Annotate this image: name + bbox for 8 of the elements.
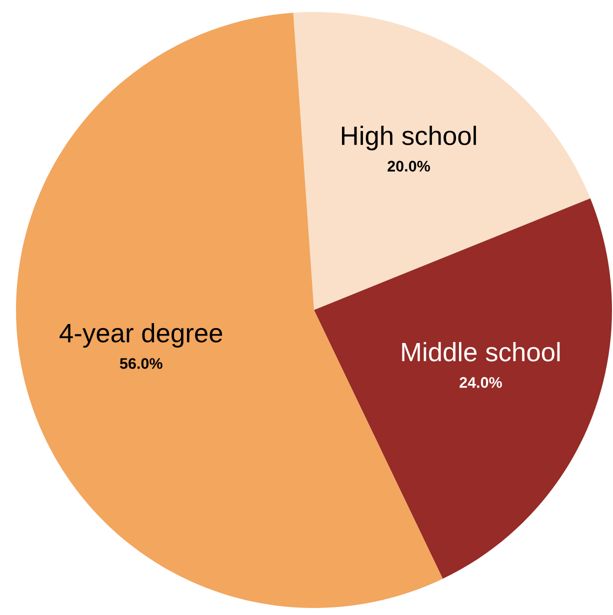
data-label: 24.0% bbox=[460, 377, 502, 388]
pie-slice bbox=[314, 198, 612, 579]
slice-label: 4-year degree bbox=[60, 323, 222, 348]
pie-slice bbox=[293, 12, 590, 310]
data-label: 20.0% bbox=[388, 160, 430, 172]
slice-label: Middle school bbox=[402, 342, 560, 362]
slice-label: High school bbox=[342, 126, 476, 150]
data-label: 56.0% bbox=[120, 358, 162, 369]
